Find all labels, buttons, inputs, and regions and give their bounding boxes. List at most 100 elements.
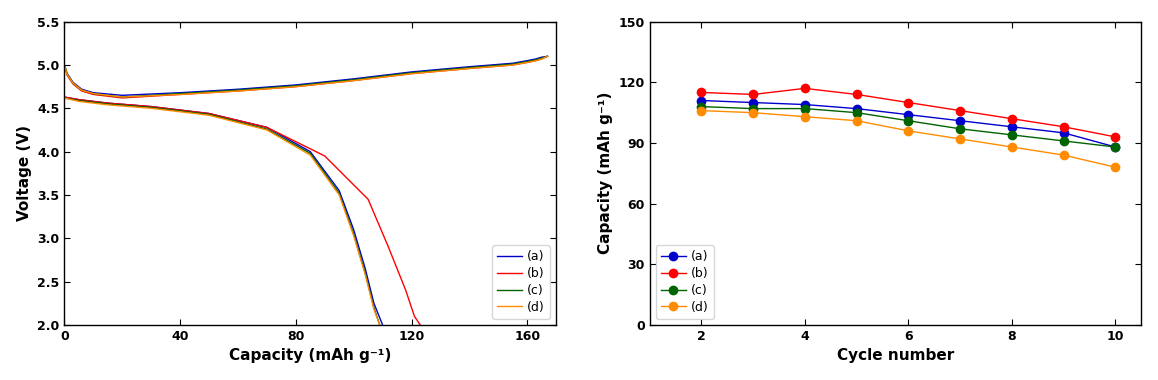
(b) [506, 63, 520, 67]
(b) [60, 73, 74, 78]
(d) [798, 114, 812, 119]
X-axis label: Cycle number: Cycle number [837, 348, 954, 363]
Y-axis label: Voltage (V): Voltage (V) [16, 125, 31, 221]
(d) [230, 89, 244, 93]
(a) [58, 63, 72, 67]
(a) [462, 65, 476, 69]
(b) [66, 82, 80, 86]
(a) [746, 100, 760, 105]
(b) [541, 54, 555, 59]
(d) [60, 72, 74, 77]
(c) [953, 127, 967, 131]
(c) [901, 119, 915, 123]
(b) [746, 92, 760, 97]
(c) [462, 65, 476, 70]
(c) [520, 59, 534, 64]
(b) [116, 96, 130, 100]
Line: (a): (a) [65, 56, 548, 95]
(b) [1108, 135, 1122, 139]
Line: (c): (c) [65, 56, 548, 97]
Line: (d): (d) [697, 106, 1120, 171]
(c) [346, 78, 360, 82]
(c) [288, 84, 302, 88]
(c) [850, 110, 864, 115]
(b) [462, 66, 476, 71]
(b) [953, 108, 967, 113]
(a) [901, 112, 915, 117]
(c) [746, 106, 760, 111]
(b) [695, 90, 709, 95]
(b) [230, 89, 244, 93]
(c) [1108, 145, 1122, 149]
(d) [404, 71, 418, 76]
Legend: (a), (b), (c), (d): (a), (b), (c), (d) [492, 245, 550, 319]
(a) [230, 87, 244, 92]
(c) [404, 71, 418, 75]
(b) [404, 71, 418, 76]
(d) [535, 57, 549, 61]
(a) [75, 87, 89, 92]
(d) [346, 78, 360, 83]
(b) [529, 59, 543, 63]
(c) [60, 72, 74, 77]
(a) [506, 61, 520, 65]
(b) [1005, 116, 1019, 121]
(a) [1005, 125, 1019, 129]
(d) [173, 92, 186, 97]
(b) [901, 100, 915, 105]
Line: (b): (b) [65, 56, 548, 98]
(b) [173, 92, 186, 97]
(b) [1057, 125, 1071, 129]
(d) [1057, 153, 1071, 157]
(a) [541, 54, 555, 59]
(c) [1005, 133, 1019, 137]
(d) [850, 119, 864, 123]
(c) [506, 62, 520, 66]
(b) [58, 63, 72, 67]
Line: (b): (b) [697, 84, 1120, 141]
(c) [116, 95, 130, 99]
Line: (a): (a) [697, 97, 1120, 151]
(d) [1005, 145, 1019, 149]
(c) [66, 81, 80, 86]
(d) [695, 108, 709, 113]
(a) [288, 82, 302, 87]
(a) [87, 90, 101, 95]
(a) [695, 98, 709, 103]
(a) [850, 106, 864, 111]
(d) [66, 81, 80, 86]
(d) [116, 95, 130, 99]
(d) [58, 63, 72, 67]
(b) [535, 57, 549, 61]
(b) [87, 92, 101, 97]
(d) [520, 60, 534, 65]
(a) [173, 90, 186, 95]
(a) [520, 59, 534, 63]
(a) [60, 71, 74, 76]
(a) [346, 77, 360, 81]
Y-axis label: Capacity (mAh g⁻¹): Capacity (mAh g⁻¹) [598, 92, 613, 255]
(d) [746, 110, 760, 115]
Line: (c): (c) [697, 102, 1120, 151]
(c) [798, 106, 812, 111]
(b) [288, 84, 302, 89]
(c) [529, 57, 543, 62]
(d) [75, 88, 89, 92]
(a) [66, 80, 80, 85]
(a) [953, 119, 967, 123]
(c) [173, 91, 186, 96]
(c) [1057, 139, 1071, 143]
(a) [116, 93, 130, 98]
(d) [462, 66, 476, 71]
(d) [1108, 165, 1122, 169]
(d) [541, 54, 555, 59]
(d) [506, 63, 520, 67]
(c) [87, 91, 101, 96]
(b) [798, 86, 812, 91]
(a) [1057, 131, 1071, 135]
(d) [953, 137, 967, 141]
(a) [535, 55, 549, 60]
(a) [404, 70, 418, 74]
Line: (d): (d) [65, 56, 548, 97]
X-axis label: Capacity (mAh g⁻¹): Capacity (mAh g⁻¹) [229, 348, 391, 363]
